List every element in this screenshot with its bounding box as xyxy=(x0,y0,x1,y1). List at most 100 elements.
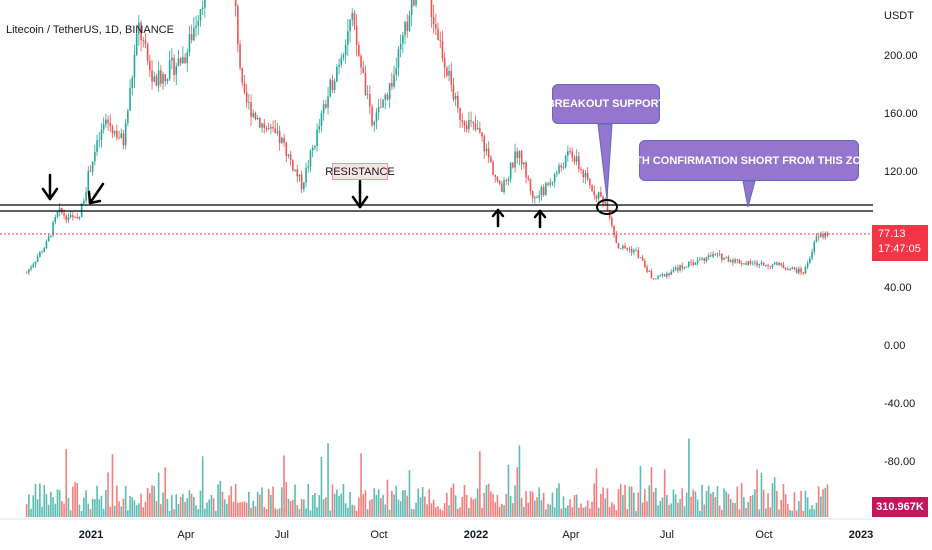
volume-bar xyxy=(105,489,107,517)
candle-body xyxy=(289,154,292,161)
candle-body xyxy=(661,274,664,276)
volume-bar xyxy=(138,503,140,517)
candle-body xyxy=(639,257,642,259)
resistance-label[interactable]: RESISTANCE xyxy=(325,163,395,180)
volume-bar xyxy=(206,502,208,517)
candle-body xyxy=(461,120,464,122)
volume-bar xyxy=(52,497,54,517)
volume-bar xyxy=(703,504,706,517)
candle-body xyxy=(349,19,351,32)
candle-body xyxy=(721,253,723,260)
volume-bar xyxy=(65,449,68,517)
candle-body xyxy=(344,44,347,56)
candle-body xyxy=(723,257,725,260)
candle-body xyxy=(404,21,406,36)
candle-body xyxy=(773,262,776,265)
volume-bar xyxy=(441,510,444,517)
volume-bar xyxy=(166,498,169,517)
volume-bar xyxy=(87,503,90,517)
volume-bar xyxy=(608,506,611,517)
candle-body xyxy=(529,178,532,191)
candle-body xyxy=(364,73,367,95)
volume-bar xyxy=(575,494,578,517)
candle-body xyxy=(683,267,686,269)
candle-body xyxy=(692,262,695,265)
volume-bar xyxy=(815,502,818,517)
x-tick-label: Jul xyxy=(660,529,674,541)
confirmation-note[interactable]: WITH CONFIRMATION SHORT FROM THIS ZONE xyxy=(622,140,876,181)
volume-bar xyxy=(615,510,618,517)
volume-bar xyxy=(760,473,763,517)
candle-body xyxy=(481,132,483,137)
y-tick-label: 40.00 xyxy=(884,282,912,294)
volume-bar xyxy=(340,493,343,517)
confirmation-pointer xyxy=(742,180,756,208)
candle-body xyxy=(815,236,818,242)
candle-body xyxy=(446,67,448,76)
volume-bar xyxy=(692,489,695,517)
volume-bar xyxy=(696,499,699,517)
volume-bar xyxy=(710,493,712,517)
volume-bar xyxy=(135,505,138,517)
candle-body xyxy=(164,73,167,82)
candle-body xyxy=(300,174,303,190)
volume-bar xyxy=(747,502,750,517)
candle-body xyxy=(540,186,543,196)
candle-body xyxy=(162,73,164,84)
candle-body xyxy=(716,253,719,255)
volume-bar xyxy=(556,488,558,517)
candle-body xyxy=(371,106,373,126)
candle-body xyxy=(725,257,728,259)
volume-bar xyxy=(476,488,479,517)
candle-body xyxy=(287,154,290,157)
volume-bar xyxy=(468,508,470,517)
volume-bar xyxy=(736,486,739,517)
candle-body xyxy=(527,177,530,179)
volume-bar xyxy=(419,497,422,517)
volume-bar xyxy=(641,502,644,517)
volume-bar xyxy=(373,488,376,517)
volume-bar xyxy=(439,509,442,517)
x-tick-label: Apr xyxy=(562,529,579,541)
candle-body xyxy=(657,275,659,279)
candle-body xyxy=(283,137,285,143)
volume-bar xyxy=(558,483,560,517)
candle-body xyxy=(430,0,433,18)
candle-body xyxy=(441,41,444,59)
volume-bar xyxy=(822,489,824,517)
candle-body xyxy=(795,269,798,273)
candle-body xyxy=(611,217,613,226)
volume-bar xyxy=(94,499,96,517)
candle-body xyxy=(98,140,101,141)
volume-bar xyxy=(580,503,582,517)
volume-bar xyxy=(498,506,501,517)
volume-bar xyxy=(111,454,114,517)
volume-bar xyxy=(657,505,659,517)
volume-bar xyxy=(459,507,461,517)
candle-body xyxy=(94,151,96,162)
volume-bar xyxy=(34,483,37,517)
candle-body xyxy=(410,0,413,16)
volume-bar xyxy=(776,490,778,517)
y-tick-label: 0.00 xyxy=(884,340,905,352)
candle-body xyxy=(538,195,541,198)
volume-bar xyxy=(164,467,167,517)
candle-body xyxy=(736,259,739,261)
candle-body xyxy=(382,99,384,108)
volume-bar xyxy=(351,504,354,517)
volume-bar xyxy=(430,503,433,517)
candle-body xyxy=(190,34,193,41)
volume-bar xyxy=(162,492,164,517)
candle-body xyxy=(265,127,268,129)
volume-bar xyxy=(584,506,587,517)
volume-bar xyxy=(503,505,505,517)
breakout-support-note[interactable]: BREAKOUT SUPPORT xyxy=(547,84,665,124)
candle-body xyxy=(597,192,600,199)
candle-body xyxy=(542,186,545,196)
volume-bar xyxy=(435,507,437,517)
volume-bar xyxy=(551,492,554,517)
volume-bar xyxy=(248,491,250,517)
volume-bar xyxy=(624,484,626,517)
volume-bar xyxy=(281,487,283,517)
